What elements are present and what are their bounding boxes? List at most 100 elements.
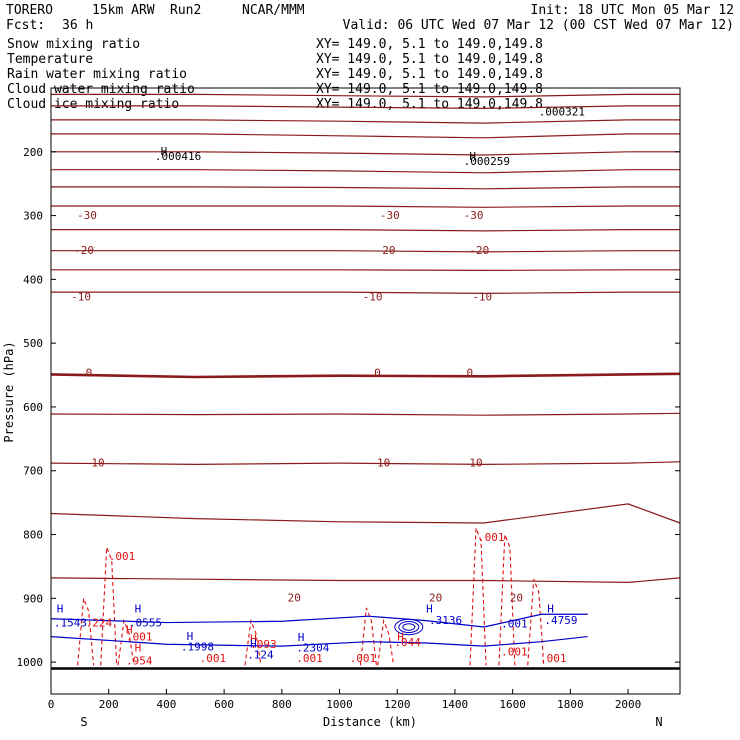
isotherm-label: 10 bbox=[91, 456, 104, 469]
isotherm-label: 10 bbox=[469, 456, 482, 469]
isotherm-label: -20 bbox=[376, 244, 396, 257]
x-tick-label: 0 bbox=[48, 698, 55, 711]
cloud-water-label: H bbox=[57, 602, 64, 615]
isotherm-15 bbox=[50, 503, 681, 524]
rain-label: .044 bbox=[394, 636, 421, 649]
isotherm-label: 0 bbox=[86, 366, 93, 379]
x-axis: 0 200 400 600 800 1000 1200 1400 1600 1800 2000 bbox=[48, 689, 642, 711]
rain-contour-0 bbox=[77, 598, 95, 666]
legend-coords: XY= 149.0, 5.1 to 149.0,149.8 bbox=[316, 37, 543, 52]
rain-label: .001 bbox=[350, 652, 377, 665]
rain-label: .001 bbox=[200, 652, 227, 665]
rain-label: .001 bbox=[109, 550, 136, 563]
plot-area: -30 -30 -30 -20 -20 -20 -10 -10 -10 0 0 0 10 10 10 20 20… bbox=[17, 87, 681, 711]
x-tick-label: 2000 bbox=[615, 698, 642, 711]
grid-label: 15km ARW bbox=[92, 3, 155, 18]
isotherm-label: -30 bbox=[464, 209, 484, 222]
cloud-water-core-2 bbox=[394, 618, 424, 636]
y-tick-label: 600 bbox=[23, 401, 43, 414]
isotherm-label: -20 bbox=[469, 244, 489, 257]
cloud-water-label: H bbox=[135, 602, 142, 615]
isotherm--40 bbox=[51, 151, 680, 156]
rain-label: H bbox=[135, 641, 142, 654]
rain-contour-2 bbox=[117, 618, 135, 666]
north-label: N bbox=[655, 715, 662, 729]
cloud-water-label: H bbox=[298, 631, 305, 644]
isotherm--60 bbox=[51, 93, 680, 98]
rain-label: .001 bbox=[540, 652, 567, 665]
cloud-water-core-1 bbox=[398, 621, 420, 634]
legend-label: Rain water mixing ratio bbox=[7, 67, 187, 82]
isotherm-label: 20 bbox=[288, 592, 301, 605]
x-tick-label: 800 bbox=[272, 698, 292, 711]
isotherm-label: -10 bbox=[472, 290, 492, 303]
rain-label: .001 bbox=[296, 652, 323, 665]
rain-label: .093 bbox=[250, 638, 277, 651]
isotherm-0 bbox=[50, 372, 681, 379]
isotherm--45 bbox=[51, 133, 680, 139]
isotherm--5 bbox=[51, 291, 680, 295]
isotherm--35 bbox=[51, 169, 680, 174]
y-tick-label: 400 bbox=[23, 273, 43, 286]
model-name: TORERO bbox=[6, 3, 53, 18]
x-tick-label: 1200 bbox=[384, 698, 411, 711]
cloud-water-label: .124 bbox=[247, 648, 274, 661]
isotherm-5 bbox=[50, 412, 681, 416]
legend-coords: XY= 149.0, 5.1 to 149.0,149.8 bbox=[316, 82, 543, 97]
legend-label: Cloud water mixing ratio bbox=[7, 82, 195, 97]
cloud-water-label: .001 bbox=[501, 618, 528, 631]
cloud-water-label: .0555 bbox=[129, 616, 162, 629]
snow-label: .000259 bbox=[464, 155, 510, 168]
isotherm--50 bbox=[51, 119, 680, 124]
isotherm-label: 0 bbox=[374, 366, 381, 379]
fcst-value: 36 h bbox=[62, 18, 93, 33]
org-label: NCAR/MMM bbox=[242, 3, 305, 18]
y-tick-label: 500 bbox=[23, 337, 43, 350]
contour-labels: -30 -30 -30 -20 -20 -20 -10 -10 -10 0 0 0 10 10 10 20 20… bbox=[54, 105, 585, 667]
cloud-water-label: H bbox=[250, 637, 257, 650]
rain-label: .001 bbox=[126, 630, 152, 643]
snow-label: H bbox=[161, 145, 168, 158]
snow-label: .000321 bbox=[539, 105, 585, 118]
rain-label: .224 bbox=[86, 616, 113, 629]
south-label: S bbox=[80, 715, 87, 729]
plot-frame bbox=[50, 87, 681, 695]
rain-contour-8 bbox=[527, 578, 545, 666]
cloud-water-contour-bottom bbox=[50, 635, 588, 647]
isotherm-label: -20 bbox=[74, 244, 94, 257]
legend-coords: XY= 149.0, 5.1 to 149.0,149.8 bbox=[316, 97, 543, 112]
isotherm-label: 10 bbox=[377, 456, 390, 469]
isotherm-label: -10 bbox=[363, 290, 383, 303]
snow-label: .000416 bbox=[155, 150, 201, 163]
cloud-water-contours bbox=[50, 613, 588, 647]
x-tick-label: 400 bbox=[156, 698, 176, 711]
run-label: Run2 bbox=[170, 3, 201, 18]
rain-contour-6 bbox=[469, 527, 487, 666]
x-tick-label: 1000 bbox=[326, 698, 353, 711]
isotherm-label: -30 bbox=[77, 209, 97, 222]
isotherm--20 bbox=[51, 229, 680, 232]
rain-label: .001 bbox=[501, 646, 528, 659]
isotherm--55 bbox=[51, 105, 680, 110]
legend-label: Cloud ice mixing ratio bbox=[7, 97, 179, 112]
x-tick-label: 1400 bbox=[442, 698, 469, 711]
x-tick-label: 1800 bbox=[557, 698, 584, 711]
cloud-water-label: H bbox=[426, 602, 433, 615]
rain-label: H bbox=[250, 632, 257, 645]
y-tick-label: 1000 bbox=[17, 656, 44, 669]
isotherm-label: 20 bbox=[510, 592, 523, 605]
y-tick-label: 800 bbox=[23, 529, 43, 542]
rain-label: H bbox=[397, 630, 404, 643]
y-tick-label: 900 bbox=[23, 592, 43, 605]
y-tick-label: 700 bbox=[23, 465, 43, 478]
rain-label: H bbox=[126, 623, 133, 636]
cloud-water-label: .2304 bbox=[296, 641, 329, 654]
isotherm-label: -10 bbox=[71, 290, 91, 303]
legend-label: Snow mixing ratio bbox=[7, 37, 140, 52]
cloud-water-core-0 bbox=[402, 623, 416, 631]
x-tick-label: 200 bbox=[99, 698, 119, 711]
cloud-water-label: .3136 bbox=[429, 614, 462, 627]
snow-label: H bbox=[469, 150, 476, 163]
fcst-label: Fcst: bbox=[6, 18, 45, 33]
